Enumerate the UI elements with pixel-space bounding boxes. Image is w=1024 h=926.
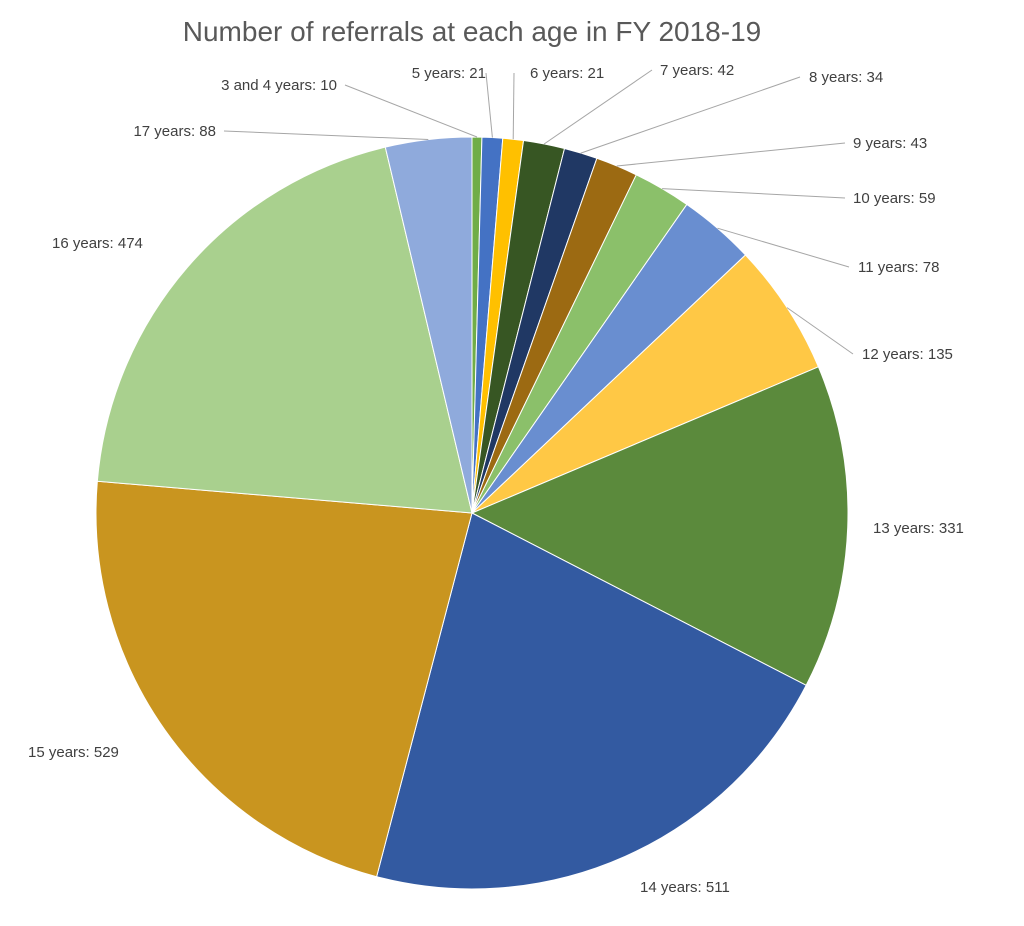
data-label-7-years: 7 years: 42	[660, 62, 734, 79]
pie-slice-12-years	[471, 254, 820, 514]
leader-line-3-and-4-years	[344, 84, 478, 138]
data-label-15-years: 15 years: 529	[28, 744, 119, 761]
leader-line-11-years	[717, 227, 850, 268]
data-label-6-years: 6 years: 21	[530, 65, 604, 82]
leader-line-8-years	[580, 76, 801, 154]
pie-slice-13-years	[470, 366, 849, 686]
chart-title: Number of referrals at each age in FY 20…	[183, 16, 761, 47]
leader-line-6-years	[512, 72, 515, 140]
data-label-8-years: 8 years: 34	[809, 69, 883, 86]
pie-slices	[95, 136, 849, 890]
leader-line-5-years	[485, 72, 493, 138]
leader-line-10-years	[662, 188, 846, 199]
pie-slice-17-years	[384, 136, 473, 514]
data-label-13-years: 13 years: 331	[873, 520, 964, 537]
leader-line-12-years	[786, 307, 854, 355]
pie-slice-15-years	[95, 480, 473, 878]
data-label-16-years: 16 years: 474	[52, 235, 143, 252]
leader-line-7-years	[543, 69, 653, 145]
data-label-12-years: 12 years: 135	[862, 346, 953, 363]
data-label-5-years: 5 years: 21	[412, 65, 486, 82]
data-label-9-years: 9 years: 43	[853, 135, 927, 152]
data-label-10-years: 10 years: 59	[853, 190, 936, 207]
pie-slice-14-years	[375, 512, 807, 890]
data-label-14-years: 14 years: 511	[640, 879, 730, 896]
data-label-11-years: 11 years: 78	[858, 259, 939, 276]
data-label-3-and-4-years: 3 and 4 years: 10	[221, 77, 337, 94]
leader-line-17-years	[223, 130, 429, 140]
pie-slice-16-years	[96, 146, 473, 514]
leader-lines	[223, 69, 854, 355]
data-labels: 3 and 4 years: 10 5 years: 21 6 years: 21 7…	[28, 62, 964, 896]
leader-line-9-years	[616, 142, 846, 167]
data-label-17-years: 17 years: 88	[133, 123, 216, 140]
